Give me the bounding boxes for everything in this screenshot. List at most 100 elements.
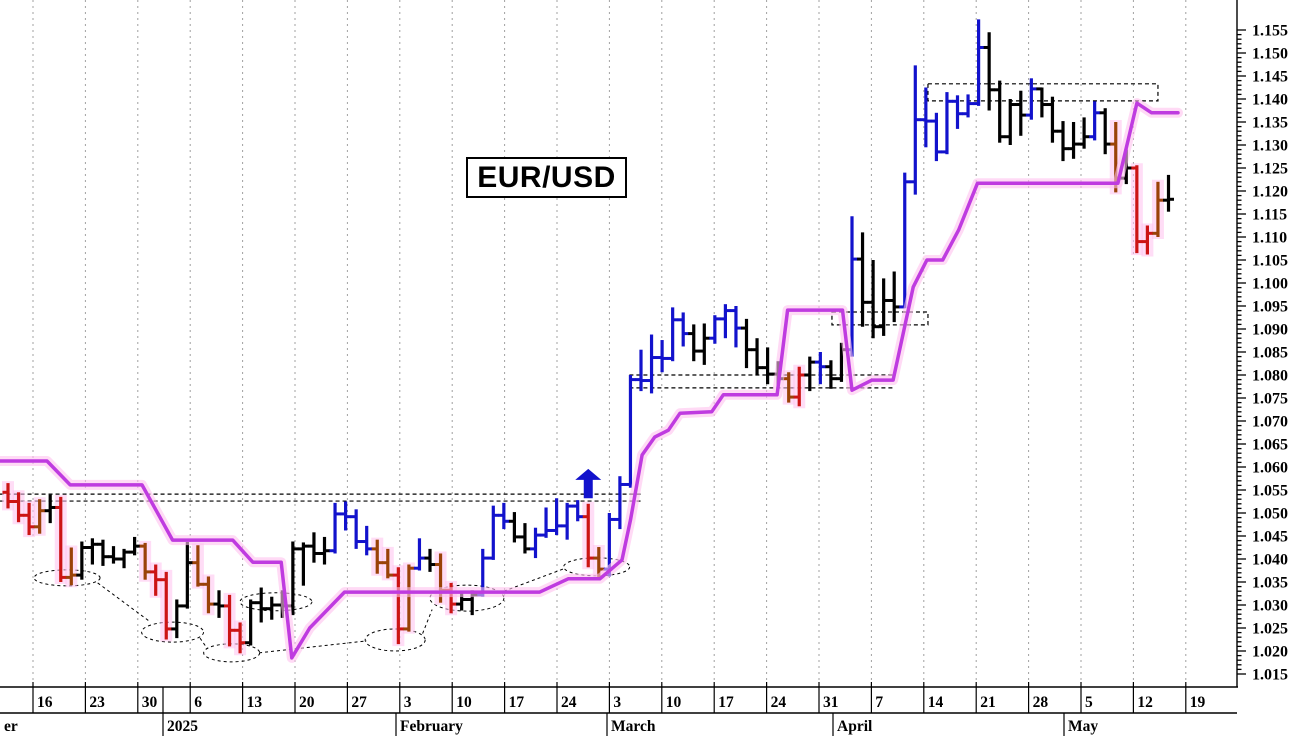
price-bars bbox=[2, 19, 1174, 654]
ohlc-bar bbox=[762, 347, 774, 385]
ohlc-bar bbox=[551, 498, 563, 536]
price-axis-label: 1.140 bbox=[1252, 92, 1288, 109]
ohlc-bar bbox=[519, 523, 531, 554]
price-axis-label: 1.030 bbox=[1252, 598, 1288, 615]
ohlc-bar bbox=[1036, 87, 1048, 118]
week-label: 31 bbox=[823, 694, 839, 711]
ohlc-bar bbox=[361, 525, 373, 556]
ohlc-bar bbox=[508, 512, 520, 543]
ohlc-bar bbox=[677, 312, 689, 347]
ohlc-bar bbox=[1078, 117, 1090, 149]
ohlc-bar bbox=[171, 599, 183, 639]
ohlc-bar bbox=[297, 542, 309, 586]
month-label: 2025 bbox=[167, 718, 198, 735]
ohlc-bar bbox=[582, 503, 594, 568]
ohlc-bar bbox=[2, 483, 14, 509]
week-label: 23 bbox=[89, 694, 105, 711]
ohlc-bar bbox=[635, 349, 647, 392]
week-label: 24 bbox=[561, 694, 577, 711]
price-axis-label: 1.085 bbox=[1252, 345, 1288, 362]
ohlc-bar bbox=[804, 356, 816, 392]
annotation-ellipse bbox=[364, 628, 426, 652]
week-label: 16 bbox=[37, 694, 53, 711]
ohlc-bar bbox=[498, 502, 510, 530]
ohlc-bar bbox=[941, 92, 953, 155]
ohlc-bar bbox=[1057, 121, 1069, 162]
ohlc-bar bbox=[709, 315, 721, 344]
ohlc-bar bbox=[266, 596, 278, 620]
ohlc-bar bbox=[245, 599, 257, 646]
month-axis: er 2025 February March April May bbox=[4, 687, 1098, 736]
price-axis-label: 1.150 bbox=[1252, 46, 1288, 63]
buy-arrow-icon bbox=[575, 468, 602, 499]
ohlc-bar bbox=[614, 476, 626, 530]
ohlc-bar bbox=[593, 547, 605, 578]
price-axis-label: 1.125 bbox=[1252, 161, 1288, 178]
ohlc-bar bbox=[413, 538, 425, 571]
week-label: 6 bbox=[194, 694, 202, 711]
price-axis-label: 1.110 bbox=[1252, 230, 1287, 247]
annotation-trendline bbox=[422, 609, 433, 634]
week-label: 10 bbox=[666, 694, 682, 711]
ohlc-bar bbox=[350, 509, 362, 549]
ohlc-bar bbox=[698, 323, 710, 365]
week-label: 24 bbox=[771, 694, 787, 711]
ohlc-bar bbox=[150, 564, 162, 596]
ohlc-bar bbox=[572, 500, 584, 522]
ohlc-bar bbox=[319, 536, 330, 565]
annotation-trendline bbox=[97, 582, 151, 623]
annotation-ellipse bbox=[563, 557, 631, 577]
ohlc-bar bbox=[329, 502, 341, 554]
price-axis-label: 1.040 bbox=[1252, 552, 1288, 569]
ohlc-bar bbox=[540, 507, 552, 538]
ohlc-bar bbox=[751, 338, 763, 375]
price-axis-label: 1.105 bbox=[1252, 253, 1288, 270]
annotation-trendline bbox=[503, 568, 564, 592]
ohlc-bar bbox=[857, 232, 869, 327]
ohlc-bar bbox=[878, 278, 890, 336]
ohlc-bar bbox=[181, 541, 193, 609]
ohlc-bar bbox=[224, 594, 236, 647]
price-axis-label: 1.095 bbox=[1252, 299, 1288, 316]
ohlc-bar bbox=[667, 307, 679, 362]
price-axis-label: 1.060 bbox=[1252, 460, 1288, 477]
week-label: 13 bbox=[247, 694, 263, 711]
annotation-ellipse bbox=[141, 621, 205, 643]
ohlc-bar bbox=[65, 547, 77, 586]
ohlc-bar bbox=[424, 548, 436, 572]
month-label: er bbox=[4, 718, 18, 735]
ohlc-bar bbox=[920, 87, 932, 148]
month-label: April bbox=[837, 718, 873, 735]
ohlc-bar bbox=[688, 324, 700, 362]
ohlc-bar bbox=[192, 545, 204, 587]
ohlc-bar bbox=[403, 564, 415, 632]
month-label: February bbox=[400, 718, 463, 735]
ohlc-bar bbox=[825, 360, 837, 389]
annotations bbox=[0, 83, 1159, 663]
week-label: 20 bbox=[299, 694, 315, 711]
price-axis-label: 1.080 bbox=[1252, 368, 1288, 385]
ohlc-bar bbox=[160, 571, 172, 640]
price-axis-label: 1.070 bbox=[1252, 414, 1288, 431]
price-axis-label: 1.135 bbox=[1252, 115, 1288, 132]
ohlc-bar bbox=[1046, 96, 1058, 143]
ohlc-bar bbox=[994, 80, 1006, 143]
ohlc-bar bbox=[1068, 122, 1080, 159]
ohlc-bar bbox=[23, 502, 35, 536]
annotation-trendline bbox=[199, 637, 208, 649]
ohlc-bar bbox=[1004, 99, 1016, 145]
ohlc-bar bbox=[656, 340, 668, 373]
annotation-ellipse bbox=[33, 569, 101, 587]
ohlc-bar bbox=[1099, 108, 1111, 155]
ohlc-bar bbox=[1025, 78, 1037, 120]
ohlc-bar bbox=[888, 271, 900, 323]
ohlc-bar bbox=[624, 375, 636, 488]
week-label: 3 bbox=[404, 694, 412, 711]
ohlc-bar bbox=[952, 95, 963, 129]
ohlc-bar bbox=[371, 539, 383, 574]
month-label: May bbox=[1068, 718, 1098, 735]
month-label: March bbox=[611, 718, 656, 735]
annotation-trendline bbox=[259, 640, 367, 654]
ohlc-bar bbox=[973, 19, 985, 106]
